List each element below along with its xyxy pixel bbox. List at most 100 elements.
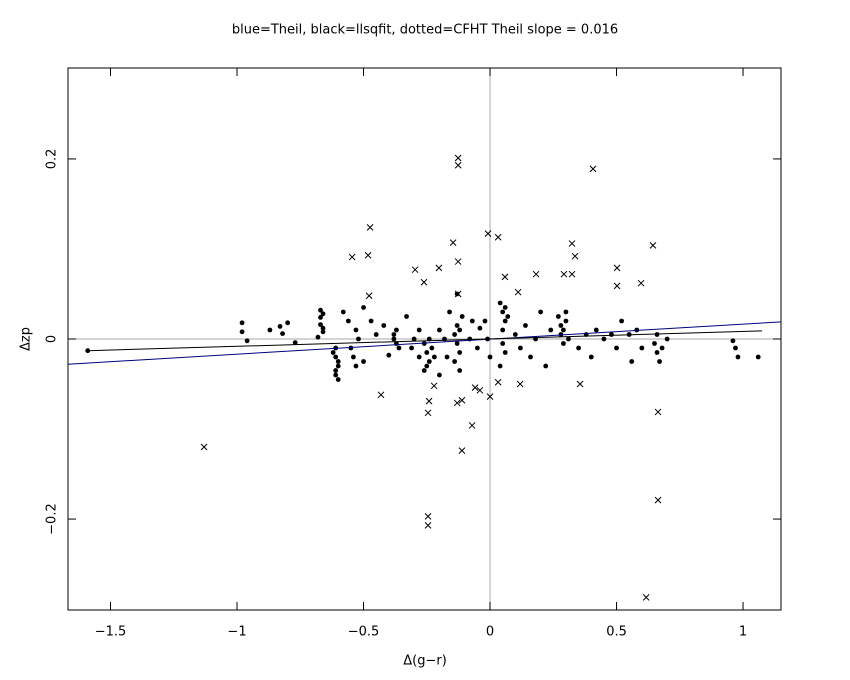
cross-point bbox=[453, 399, 461, 407]
cross-point bbox=[501, 273, 509, 281]
dot-point bbox=[277, 323, 283, 329]
cross-point bbox=[377, 391, 385, 399]
dot-point bbox=[469, 318, 475, 324]
dot-point bbox=[502, 305, 508, 310]
dot-point bbox=[424, 363, 430, 369]
dot-point bbox=[735, 354, 741, 360]
chart-title: blue=Theil, black=llsqfit, dotted=CFHT T… bbox=[232, 23, 618, 38]
dot-point bbox=[381, 323, 387, 328]
dot-point bbox=[437, 327, 442, 333]
fit-line bbox=[67, 321, 782, 365]
cross-point bbox=[454, 161, 462, 169]
dot-point bbox=[386, 352, 392, 358]
cross-point bbox=[435, 264, 443, 272]
dot-point bbox=[437, 372, 442, 378]
dot-point bbox=[320, 311, 326, 317]
dot-point bbox=[330, 350, 336, 355]
cross-point bbox=[494, 378, 502, 386]
cross-point bbox=[560, 270, 568, 278]
dot-point bbox=[523, 323, 528, 328]
dot-point bbox=[333, 372, 339, 378]
cross-point bbox=[449, 239, 457, 247]
dot-point bbox=[619, 318, 624, 324]
dot-point bbox=[320, 325, 326, 331]
dot-point bbox=[320, 329, 326, 335]
cross-point bbox=[200, 443, 208, 451]
dot-point bbox=[244, 338, 250, 344]
cross-point bbox=[420, 278, 428, 286]
cross-point bbox=[454, 154, 462, 162]
cross-point bbox=[366, 224, 374, 231]
dot-point bbox=[318, 322, 323, 327]
cross-point bbox=[642, 594, 650, 601]
cross-point bbox=[458, 396, 466, 404]
dot-point bbox=[654, 350, 660, 355]
dot-point bbox=[239, 329, 245, 335]
dot-point bbox=[629, 359, 635, 364]
y-tick-label: −0.2 bbox=[45, 503, 60, 535]
dot-point bbox=[315, 334, 321, 340]
x-tick-label: 0 bbox=[486, 625, 494, 640]
dot-point bbox=[505, 314, 511, 319]
dot-point bbox=[409, 345, 414, 351]
dot-point bbox=[558, 323, 564, 328]
dot-point bbox=[561, 341, 566, 346]
dot-point bbox=[755, 354, 761, 360]
cross-point bbox=[568, 240, 576, 247]
dot-point bbox=[411, 336, 417, 342]
dot-point bbox=[416, 354, 422, 360]
cross-point bbox=[430, 382, 438, 390]
cross-point bbox=[454, 258, 462, 265]
cross-point bbox=[364, 251, 372, 259]
dot-point bbox=[500, 327, 506, 333]
dot-point bbox=[285, 320, 291, 326]
cross-point bbox=[411, 266, 419, 274]
dot-point bbox=[404, 314, 409, 319]
dot-point bbox=[477, 325, 483, 331]
dot-point bbox=[497, 363, 503, 369]
dot-point bbox=[267, 327, 273, 333]
cross-point bbox=[484, 230, 492, 238]
cross-point bbox=[424, 522, 432, 529]
dot-point bbox=[502, 350, 508, 355]
dot-point bbox=[426, 359, 432, 364]
cross-point bbox=[571, 252, 579, 260]
dot-point bbox=[459, 314, 465, 319]
cross-point bbox=[476, 386, 484, 394]
dot-point bbox=[482, 318, 488, 324]
x-tick-label: −1 bbox=[227, 625, 246, 640]
dot-point bbox=[424, 350, 430, 355]
dot-point bbox=[454, 341, 460, 346]
dot-point bbox=[561, 327, 566, 333]
cross-point bbox=[654, 496, 662, 504]
dot-point bbox=[431, 354, 437, 360]
cross-point bbox=[458, 447, 466, 454]
dot-point bbox=[444, 354, 450, 360]
cross-point bbox=[365, 292, 373, 300]
dot-point bbox=[664, 336, 670, 342]
dot-point bbox=[335, 377, 341, 382]
dot-point bbox=[318, 307, 323, 313]
dot-point bbox=[563, 318, 569, 324]
dot-point bbox=[353, 363, 359, 369]
cross-point bbox=[516, 380, 524, 388]
dot-point bbox=[361, 305, 366, 310]
dot-point bbox=[576, 345, 581, 351]
dot-point bbox=[421, 368, 427, 373]
dot-point bbox=[391, 332, 397, 337]
dot-point bbox=[512, 332, 518, 337]
dot-point bbox=[652, 341, 657, 346]
dot-point bbox=[356, 336, 361, 342]
cross-point bbox=[486, 393, 494, 400]
dot-point bbox=[345, 318, 351, 324]
dot-point bbox=[517, 345, 523, 351]
cross-point bbox=[568, 270, 576, 278]
cross-point bbox=[468, 422, 476, 429]
dot-point bbox=[730, 338, 736, 344]
dot-point bbox=[394, 327, 399, 333]
dot-point bbox=[733, 345, 738, 351]
y-axis-label: Δzp bbox=[19, 327, 34, 351]
dot-point bbox=[396, 345, 402, 351]
dot-point bbox=[528, 354, 533, 360]
